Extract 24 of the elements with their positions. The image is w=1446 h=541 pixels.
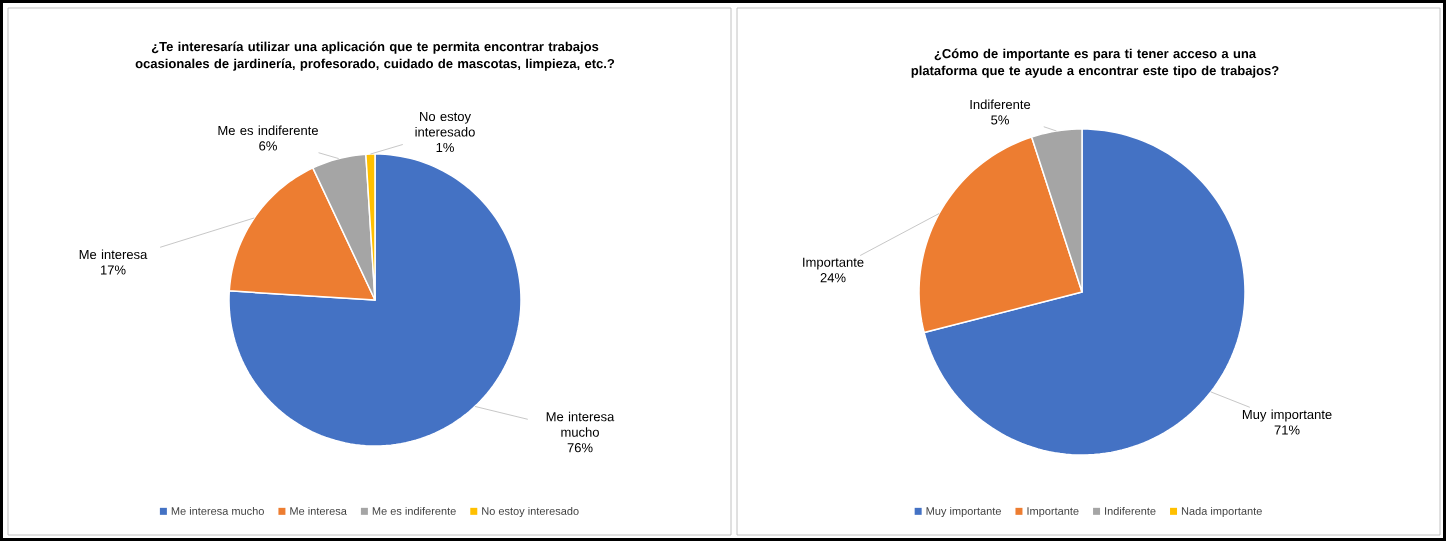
legend-label: Me interesa mucho <box>171 506 264 515</box>
slice-label: Me es indiferente <box>218 125 318 136</box>
data-label: 6% <box>259 141 277 151</box>
slice-label: Indiferente <box>970 99 1031 110</box>
data-label: 24% <box>820 273 846 283</box>
legend-label: Me es indiferente <box>372 506 456 515</box>
chart-title: ¿Cómo de importante es para ti tener acceso a una plataforma que te ayude a encontrar este tipo de trabajos? <box>911 48 1279 78</box>
legend-label: Nada importante <box>1181 506 1262 518</box>
data-label: 17% <box>100 265 126 275</box>
legend-label: Muy importante <box>926 506 1001 518</box>
slice-label: Importante <box>803 257 864 270</box>
slice-label: Me interesa mucho <box>546 411 615 437</box>
slice-label: Me interesa <box>79 249 148 260</box>
chart-title: ¿Te interesaría utilizar una aplicación que te permita encontrar trabajos ocasionales de jardinería, profesorado, cuidado de mascotas, limpieza, etc.? <box>135 41 615 71</box>
legend-label: Importante <box>1027 507 1079 518</box>
slice-label: Muy importante <box>1242 409 1332 422</box>
data-label: 5% <box>991 115 1009 125</box>
data-label: 1% <box>436 142 454 153</box>
data-label: 76% <box>567 443 593 453</box>
data-label: 71% <box>1274 425 1300 435</box>
legend-label: No estoy interesado <box>482 506 579 518</box>
legend-label: Indiferente <box>1105 506 1156 515</box>
legend-label: Me interesa <box>290 506 347 515</box>
slice-label: No estoy interesado <box>415 111 475 137</box>
